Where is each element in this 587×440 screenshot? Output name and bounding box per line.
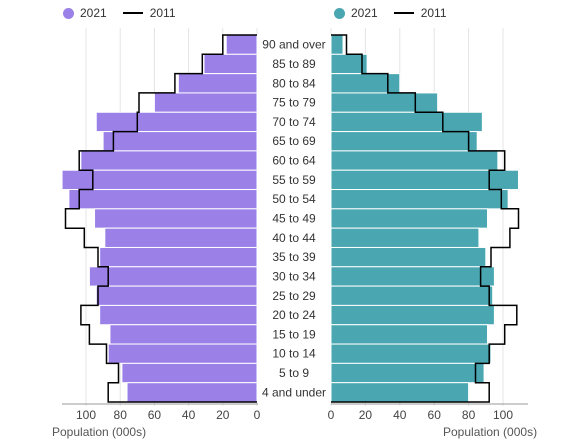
category-label-3: 75 to 79	[272, 96, 316, 110]
bar-right-2021-16	[330, 343, 492, 364]
x-tick-right-80: 80	[462, 408, 476, 422]
bar-left-2021-6	[80, 150, 258, 171]
bar-left-2021-14	[99, 304, 258, 326]
legend-line-2011-right	[393, 12, 414, 14]
legend-swatch-2021-right	[334, 7, 345, 19]
x-tick-right-100: 100	[493, 408, 513, 422]
category-label-5: 65 to 69	[272, 134, 316, 148]
x-tick-right-0: 0	[328, 408, 335, 422]
legend-line-2011-left	[122, 12, 143, 14]
legend-label-2011-left: 2011	[149, 6, 176, 20]
bar-left-2021-12	[88, 266, 258, 287]
x-tick-right-20: 20	[359, 408, 373, 422]
bar-right-2021-3	[330, 92, 439, 113]
bar-right-2021-17	[330, 362, 485, 384]
bar-right-2021-10	[330, 227, 480, 248]
bar-left-2021-10	[104, 227, 258, 248]
bar-right-2021-15	[330, 324, 489, 345]
right-legend: 2021 2011	[334, 4, 463, 22]
category-label-10: 40 to 44	[272, 231, 316, 245]
x-tick-right-40: 40	[393, 408, 407, 422]
bar-left-2021-16	[107, 343, 258, 364]
bar-left-2021-1	[203, 53, 258, 75]
bar-right-2021-11	[330, 246, 487, 268]
x-axis-title-right: Population (000s)	[443, 425, 537, 439]
bar-left-2021-4	[95, 111, 258, 133]
bar-right-2021-4	[330, 111, 483, 133]
category-label-13: 25 to 29	[272, 289, 316, 303]
bar-left-2021-9	[94, 208, 258, 229]
category-label-9: 45 to 49	[272, 212, 316, 226]
bar-right-2021-5	[330, 131, 478, 152]
category-label-18: 4 and under	[262, 385, 326, 399]
category-label-7: 55 to 59	[272, 173, 316, 187]
x-tick-left-100: 100	[76, 408, 96, 422]
bar-left-2021-11	[99, 246, 258, 268]
category-label-0: 90 and over	[262, 38, 325, 52]
bar-right-2021-6	[330, 150, 499, 171]
legend-item-2011-left[interactable]: 2011	[122, 6, 176, 20]
step-line-right-2011	[331, 34, 520, 403]
category-label-11: 35 to 39	[272, 250, 316, 264]
bar-left-2021-2	[177, 73, 258, 94]
legend-label-2011-right: 2011	[420, 6, 447, 20]
left-legend: 2021 2011	[63, 4, 192, 22]
category-label-15: 15 to 19	[272, 327, 316, 341]
bar-left-2021-5	[102, 131, 258, 152]
bar-right-2021-14	[330, 304, 495, 326]
bar-left-2021-13	[95, 285, 258, 306]
x-tick-left-40: 40	[182, 408, 196, 422]
bar-right-2021-2	[330, 73, 401, 94]
step-line-left-2011	[64, 34, 257, 403]
x-tick-left-20: 20	[216, 408, 230, 422]
bar-left-2021-0	[225, 34, 258, 55]
bar-right-2021-0	[330, 34, 344, 55]
category-label-17: 5 to 9	[279, 366, 309, 380]
bar-left-2021-17	[121, 362, 258, 384]
x-tick-left-80: 80	[114, 408, 128, 422]
category-label-6: 60 to 64	[272, 154, 316, 168]
bar-right-2021-8	[330, 189, 509, 210]
bar-left-2021-8	[68, 189, 258, 210]
legend-label-2021-left: 2021	[80, 6, 107, 20]
x-tick-left-0: 0	[254, 408, 261, 422]
bar-right-2021-12	[330, 266, 495, 287]
bar-right-2021-9	[330, 208, 489, 229]
category-label-12: 30 to 34	[272, 269, 316, 283]
legend-item-2011-right[interactable]: 2011	[393, 6, 447, 20]
bar-right-2021-13	[330, 285, 494, 306]
category-label-2: 80 to 84	[272, 76, 316, 90]
category-label-16: 10 to 14	[272, 347, 316, 361]
category-label-14: 20 to 24	[272, 308, 316, 322]
legend-label-2021-right: 2021	[351, 6, 378, 20]
x-axis-title-left: Population (000s)	[52, 425, 146, 439]
bar-left-2021-3	[153, 92, 258, 113]
bar-left-2021-18	[126, 382, 258, 403]
bar-left-2021-7	[61, 169, 258, 191]
legend-item-2021-right[interactable]: 2021	[334, 6, 378, 20]
x-tick-left-60: 60	[148, 408, 162, 422]
category-label-8: 50 to 54	[272, 192, 316, 206]
bar-right-2021-18	[330, 382, 470, 403]
legend-swatch-2021-left	[63, 7, 74, 19]
bar-left-2021-15	[109, 324, 258, 345]
category-label-4: 70 to 74	[272, 115, 316, 129]
bar-right-2021-7	[330, 169, 519, 191]
x-tick-right-60: 60	[428, 408, 442, 422]
category-label-1: 85 to 89	[272, 57, 316, 71]
legend-item-2021-left[interactable]: 2021	[63, 6, 107, 20]
